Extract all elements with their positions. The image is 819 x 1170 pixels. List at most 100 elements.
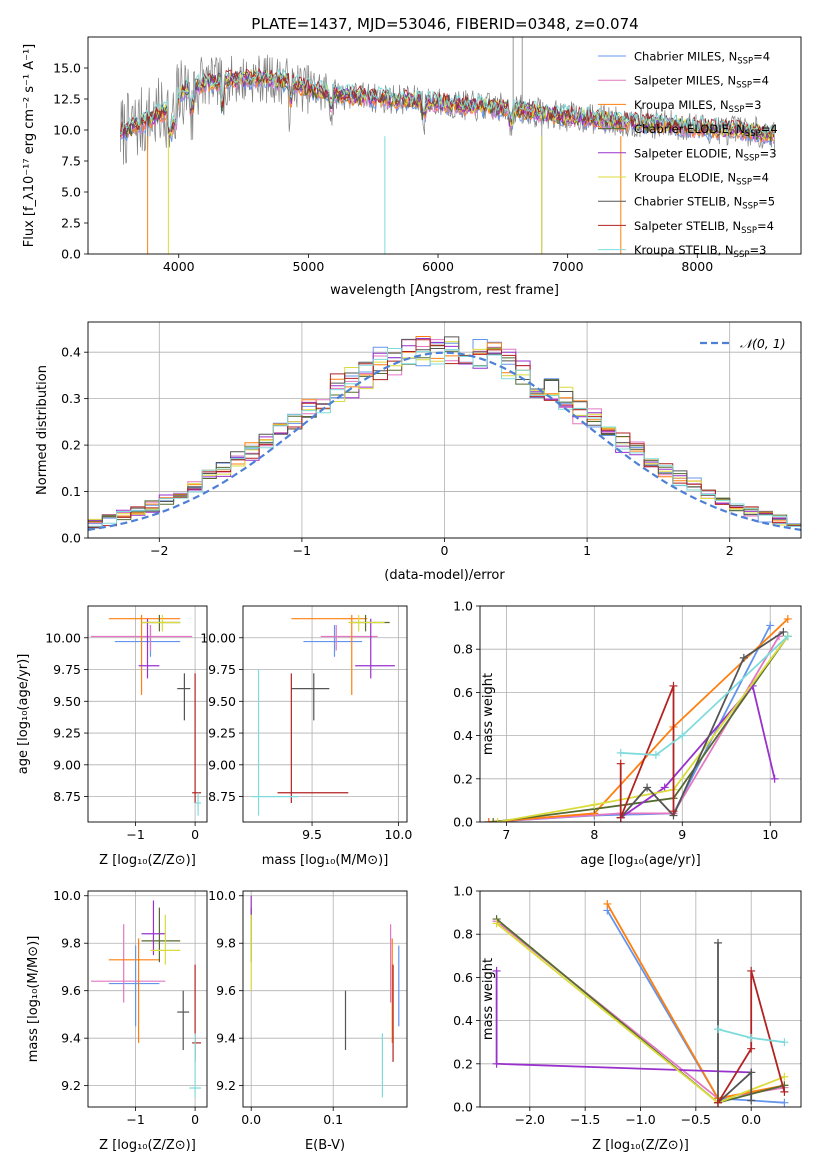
marker-chabrier_stelib [739, 653, 748, 662]
legend-label-sub: SSP [729, 105, 745, 115]
y-tick-label: 9.75 [53, 662, 81, 677]
legend-label-text: Chabrier MILES, N [634, 50, 737, 64]
legend-label-tail: =3 [760, 146, 777, 160]
y-axis-label: Normed distribution [35, 365, 50, 495]
x-tick-label: 8 [590, 827, 598, 842]
x-tick-label: −1 [126, 1112, 144, 1127]
x-tick-label: 5000 [292, 259, 324, 274]
legend-label-tail: =4 [752, 74, 769, 88]
legend-label-tail: =4 [757, 219, 774, 233]
x-tick-label: 0.0 [241, 1112, 261, 1127]
legend-label-gaussian: 𝒩(0, 1) [740, 336, 786, 351]
y-tick-label: 10.0 [53, 123, 81, 138]
marker-salpeter_stelib [747, 966, 756, 975]
y-tick-label: 9.75 [208, 662, 236, 677]
x-axis-label: (data-model)/error [384, 568, 505, 583]
legend-label-sub: SSP [736, 178, 752, 188]
legend-label-chabrier_miles: Chabrier MILES, NSSP=4 [634, 50, 770, 67]
marker-chabrier_elodie [489, 818, 498, 822]
legend-label-text: Chabrier ELODIE, N [634, 122, 745, 136]
legend-label-sub: SSP [744, 153, 760, 163]
x-tick-label: −2.0 [515, 1112, 545, 1127]
axes-frame [87, 890, 208, 1108]
line-salpeter_stelib [619, 685, 675, 819]
axes-frame [479, 605, 802, 823]
marker-salpeter_stelib [616, 813, 625, 822]
legend-label-kroupa_elodie: Kroupa ELODIE, NSSP=4 [634, 171, 769, 188]
plot-area [484, 614, 792, 822]
legend-label-tail: =4 [753, 50, 770, 64]
legend-label-tail: =4 [752, 171, 769, 185]
legend-label-text: Kroupa MILES, N [634, 98, 729, 112]
x-axis-label: Z [log₁₀(Z/Z⊙)] [99, 1138, 196, 1153]
marker-kroupa_stelib [783, 632, 792, 641]
legend-label-text: Salpeter ELODIE, N [634, 146, 744, 160]
legend-label-text: Salpeter STELIB, N [634, 219, 741, 233]
chart-residuals: −2 −1 0 1 2 0.0 0.1 0.2 0.3 0.4 (data-model)/error… [35, 321, 802, 583]
y-tick-label: 0.6 [453, 685, 473, 700]
y-axis-label: Flux [f_λ10⁻¹⁷ erg cm⁻² s⁻¹ A⁻¹] [22, 44, 37, 248]
y-tick-label: 10.0 [208, 888, 236, 903]
y-tick-label: 9.8 [61, 936, 81, 951]
legend-label-text: Salpeter MILES, N [634, 74, 736, 88]
plot-area [492, 899, 789, 1107]
x-tick-label: 0 [191, 827, 199, 842]
legend-label-salpeter_stelib: Salpeter STELIB, NSSP=4 [634, 219, 774, 236]
x-tick-label: −1 [293, 543, 311, 558]
legend-label-tail: =3 [749, 243, 766, 257]
chart-mass_vs_z: −1 0 9.2 9.4 9.6 9.8 10.0 Z [log₁₀(Z/Z⊙)] mass [… [26, 888, 208, 1153]
chart-age_vs_mass: 9.5 10.0 8.75 9.00 9.25 9.50 9.75 10.00 mass [lo… [200, 605, 412, 868]
marker-kroupa_elodie [780, 1072, 789, 1081]
axes-frame [242, 605, 408, 823]
chart-mass_weight_vs_age: 7 8 9 10 0.0 0.2 0.4 0.6 0.8 1.0 age [log₁₀(age/yr… [453, 599, 802, 868]
chart-mass_vs_ebv: 0.0 0.1 9.2 9.4 9.6 9.8 10.0 E(B-V) [208, 888, 408, 1153]
y-tick-label: 0.0 [453, 1100, 473, 1115]
marker-chabrier_stelib [643, 783, 652, 792]
x-tick-label: 0 [441, 543, 449, 558]
marker-salpeter_stelib [780, 1087, 789, 1096]
marker-salpeter_stelib [669, 681, 678, 690]
marker-chabrier_miles [780, 1098, 789, 1107]
marker-kroupa_miles [484, 818, 493, 822]
x-tick-label: 0.1 [323, 1112, 343, 1127]
axes-frame [87, 605, 208, 823]
y-tick-label: 0.0 [61, 247, 81, 262]
marker-kroupa_miles [603, 899, 612, 908]
marker-kroupa_elodie [493, 818, 502, 822]
line-chabrier_stelib [717, 942, 753, 1105]
y-axis-label: mass [log₁₀(M/M⊙)] [26, 936, 41, 1063]
y-tick-label: 9.6 [61, 983, 81, 998]
plot-area [90, 900, 202, 1098]
y-tick-label: 10.0 [53, 888, 81, 903]
y-tick-label: 0.2 [453, 771, 473, 786]
legend-label-sub: SSP [742, 202, 758, 212]
plot-area [251, 614, 395, 816]
line-chabrier_stelib [620, 631, 784, 819]
marker-chabrier_stelib [713, 938, 722, 947]
y-tick-label: 8.75 [53, 789, 81, 804]
x-tick-label: −1.0 [625, 1112, 655, 1127]
marker-kroupa_elodie [590, 800, 599, 809]
y-tick-label: 0.6 [453, 970, 473, 985]
y-axis-label: mass weight [481, 958, 496, 1040]
y-tick-label: 10.00 [200, 630, 236, 645]
y-tick-label: 10.00 [45, 630, 81, 645]
y-tick-label: 12.5 [53, 92, 81, 107]
marker-kroupa_miles [783, 614, 792, 623]
x-tick-label: 2 [726, 543, 734, 558]
marker-chabrier_stelib [747, 1096, 756, 1105]
marker-salpeter_elodie [492, 1059, 501, 1068]
histogram-kroupa_stelib [88, 348, 801, 527]
legend-label-sub: SSP [737, 57, 753, 67]
model-spectrum-kroupa_stelib [120, 69, 774, 136]
chart-mass_weight_vs_z: −2.0 −1.5 −1.0 −0.5 0.0 0.0 0.2 0.4 0.6 0.8 1.0 Z [… [453, 884, 802, 1153]
x-tick-label: 0 [191, 1112, 199, 1127]
marker-kroupa_stelib [616, 748, 625, 757]
y-tick-label: 0.8 [453, 642, 473, 657]
x-tick-label: −2 [150, 543, 168, 558]
x-tick-label: 10.0 [384, 827, 412, 842]
x-tick-label: 7 [502, 827, 510, 842]
marker-chabrier_miles [766, 621, 775, 630]
marker-salpeter_stelib [616, 759, 625, 768]
x-tick-label: −0.5 [681, 1112, 711, 1127]
